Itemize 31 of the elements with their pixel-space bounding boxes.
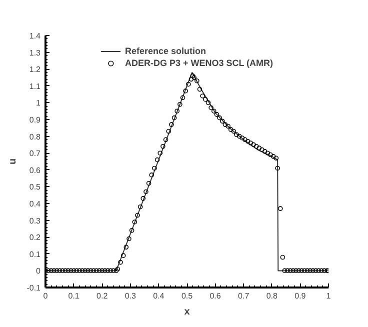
x-tick-label: 0 bbox=[43, 292, 48, 300]
x-tick-label: 0.2 bbox=[96, 292, 108, 300]
y-tick-label: 0.9 bbox=[29, 116, 42, 124]
legend-label: Reference solution bbox=[124, 45, 206, 57]
y-tick-label: 1.2 bbox=[29, 65, 42, 74]
y-tick-label: 0.3 bbox=[29, 216, 42, 226]
x-tick-label: 0.8 bbox=[266, 292, 278, 300]
y-tick-label: 0.5 bbox=[29, 182, 42, 192]
legend-label: ADER-DG P3 + WENO3 SCL (AMR) bbox=[124, 57, 274, 69]
x-tick-label: 0.9 bbox=[294, 292, 306, 300]
x-tick-label: 1 bbox=[326, 292, 332, 300]
y-tick-label: 1.1 bbox=[29, 82, 42, 91]
x-tick-label: 0.4 bbox=[153, 292, 165, 300]
x-tick-label: 0.5 bbox=[181, 292, 194, 300]
x-tick-label: 0.1 bbox=[68, 292, 80, 300]
y-tick-label: 0.8 bbox=[29, 132, 42, 142]
x-axis-title: x bbox=[184, 306, 190, 318]
x-tick-label: 0.7 bbox=[238, 292, 250, 300]
y-axis-title: u bbox=[8, 158, 19, 165]
y-tick-label: 0.2 bbox=[29, 233, 42, 242]
x-tick-label: 0.6 bbox=[210, 292, 222, 300]
y-tick-label: 0.1 bbox=[29, 250, 42, 259]
y-tick-label: 1.3 bbox=[29, 48, 42, 58]
y-tick-label: 0.4 bbox=[29, 200, 42, 208]
y-tick-label: 0.6 bbox=[29, 166, 42, 175]
x-tick-label: 0.3 bbox=[124, 292, 137, 300]
y-tick-label: 1 bbox=[36, 98, 42, 108]
y-tick-label: -0.1 bbox=[26, 284, 42, 292]
y-tick-label: 0 bbox=[36, 266, 42, 276]
y-tick-label: 0.7 bbox=[29, 149, 42, 158]
y-tick-label: 1.4 bbox=[29, 32, 42, 40]
